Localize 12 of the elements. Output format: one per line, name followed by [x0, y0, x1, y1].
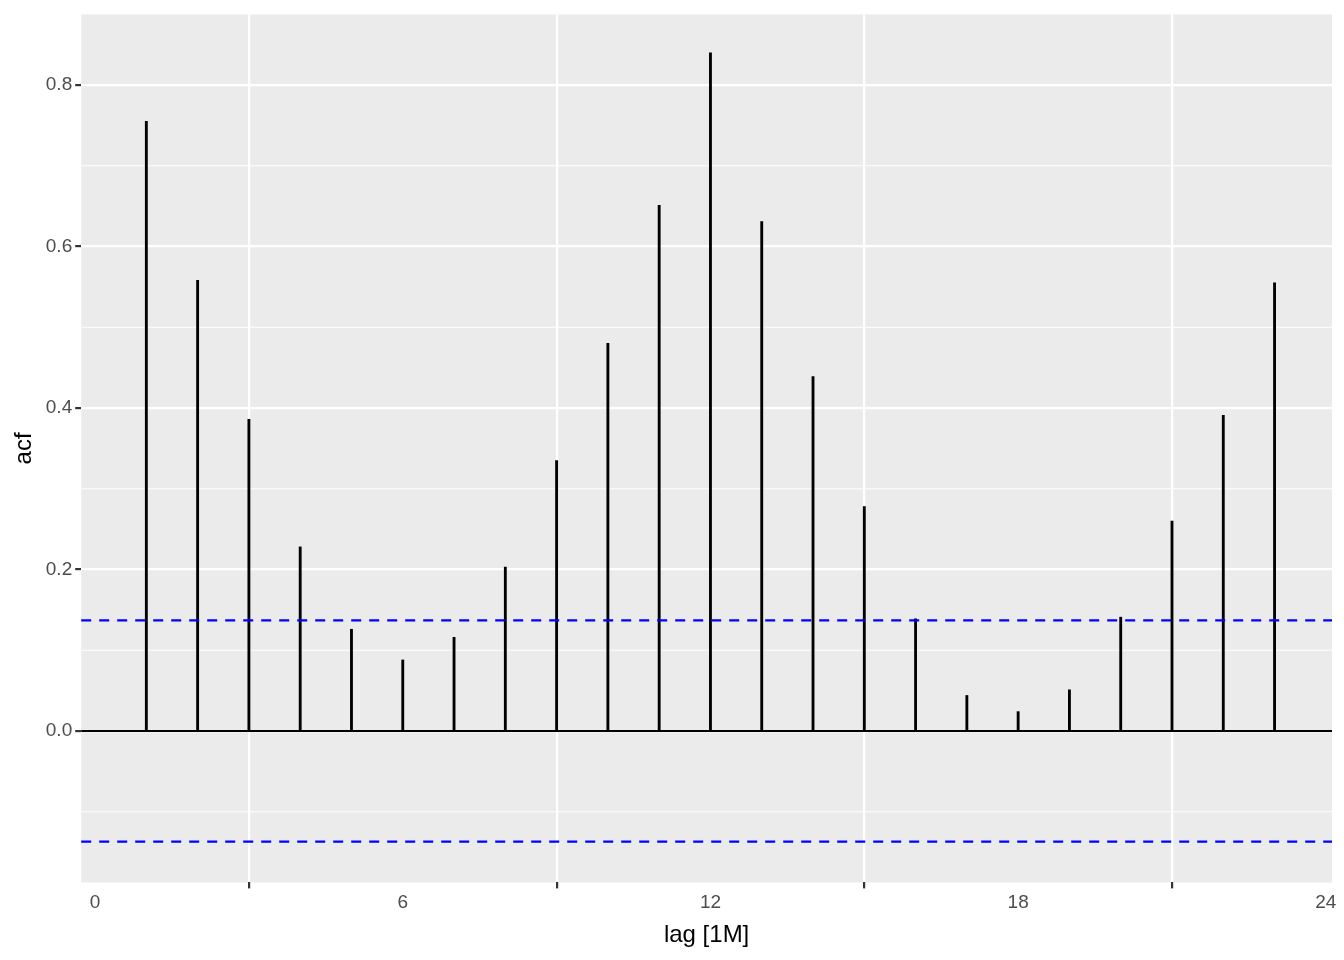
x-tick-label: 24 — [1315, 891, 1337, 913]
x-tick-label: 6 — [397, 891, 409, 913]
x-axis-title: lag [1M] — [663, 920, 750, 948]
y-tick-label: 0.2 — [45, 557, 73, 579]
y-tick-label: 0.8 — [45, 73, 73, 95]
y-tick-label: 0.6 — [45, 234, 73, 256]
y-tick-label: 0.0 — [45, 719, 73, 741]
x-tick-label: 12 — [699, 891, 722, 913]
x-tick-label: 18 — [1007, 891, 1029, 913]
x-tick-label: 0 — [89, 891, 101, 913]
y-axis-title: acf — [9, 432, 37, 465]
y-tick-label: 0.4 — [45, 396, 73, 418]
